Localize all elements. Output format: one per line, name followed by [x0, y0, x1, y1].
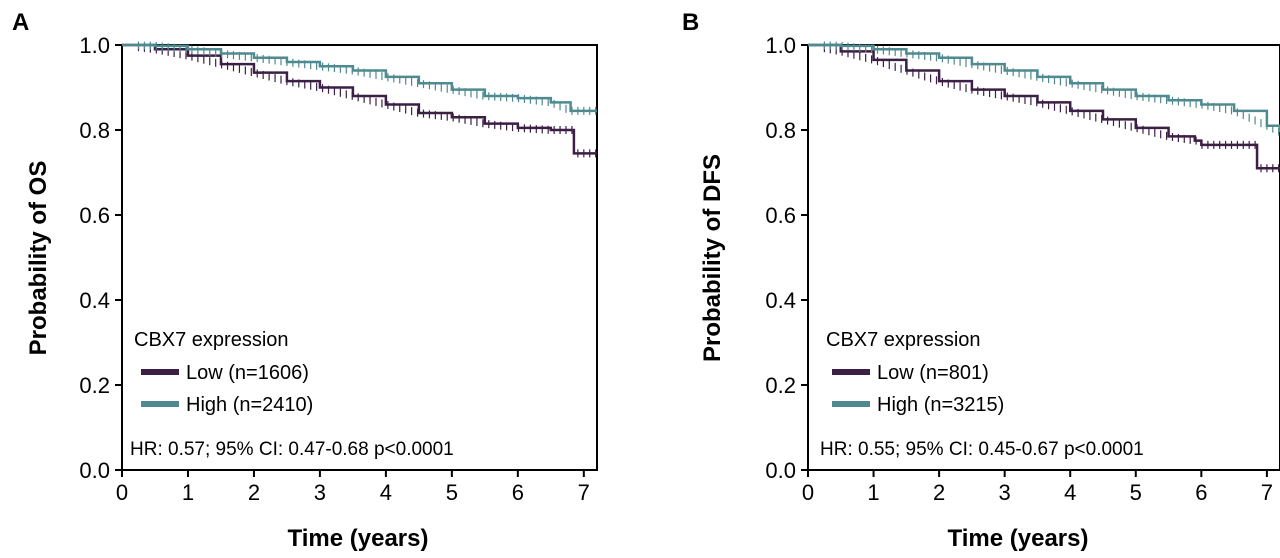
- legend-label-low: Low (n=801): [877, 362, 989, 384]
- x-tick-label: 5: [446, 480, 458, 505]
- legend-label-high: High (n=3215): [877, 394, 1004, 416]
- y-tick-label: 0.6: [765, 203, 796, 228]
- y-tick-label: 0.2: [765, 373, 796, 398]
- survival-curve-high: [808, 43, 1280, 133]
- legend: CBX7 expression Low (n=1606) High (n=241…: [134, 329, 313, 416]
- x-tick-label: 7: [1261, 480, 1273, 505]
- x-tick-label: 3: [999, 480, 1011, 505]
- x-tick-label: 1: [182, 480, 194, 505]
- censor-marks-high: [823, 41, 1280, 136]
- survival-curve-low: [808, 43, 1280, 170]
- chart-panel-a: A Probability of OS Time (years) CBX7 ex…: [12, 9, 598, 552]
- y-tick-label: 0.4: [79, 288, 110, 313]
- y-axis-title: Probability of DFS: [699, 154, 726, 362]
- y-axis-title: Probability of OS: [25, 161, 52, 356]
- x-tick-label: 6: [1195, 480, 1207, 505]
- plot-frame: [121, 44, 598, 471]
- x-tick-label: 0: [116, 480, 128, 505]
- y-tick-label: 0.8: [765, 118, 796, 143]
- panel-label: A: [12, 9, 29, 36]
- hr-annotation: HR: 0.55; 95% CI: 0.45-0.67 p<0.0001: [820, 439, 1144, 460]
- x-tick-label: 5: [1130, 480, 1142, 505]
- chart-panel-b: B Probability of DFS Time (years) CBX7 e…: [640, 0, 1280, 558]
- y-tick-label: 0.2: [79, 373, 110, 398]
- y-tick-label: 0.0: [765, 458, 796, 483]
- x-tick-label: 1: [867, 480, 879, 505]
- censor-marks-high: [137, 41, 597, 115]
- legend-label-low: Low (n=1606): [186, 362, 309, 384]
- legend-label-high: High (n=2410): [186, 394, 313, 416]
- x-axis-title: Time (years): [288, 525, 429, 552]
- legend-title: CBX7 expression: [826, 329, 981, 351]
- censor-marks-low: [137, 43, 597, 158]
- y-tick-label: 0.8: [79, 118, 110, 143]
- y-tick-label: 1.0: [765, 33, 796, 58]
- x-tick-label: 7: [578, 480, 590, 505]
- legend: CBX7 expression Low (n=801) High (n=3215…: [826, 329, 1004, 416]
- survival-curve-low: [122, 43, 597, 155]
- y-tick-label: 0.4: [765, 288, 796, 313]
- x-tick-label: 2: [248, 480, 260, 505]
- y-tick-label: 0.6: [79, 203, 110, 228]
- plot-frame: [807, 44, 1280, 471]
- panel-label: B: [682, 9, 699, 36]
- x-axis-title: Time (years): [948, 525, 1089, 552]
- hr-annotation: HR: 0.57; 95% CI: 0.47-0.68 p<0.0001: [130, 439, 454, 460]
- x-tick-label: 4: [380, 480, 392, 505]
- x-tick-label: 3: [314, 480, 326, 505]
- x-tick-label: 4: [1064, 480, 1076, 505]
- chart-b-svg: B Probability of DFS Time (years) CBX7 e…: [682, 9, 1280, 552]
- x-tick-label: 0: [802, 480, 814, 505]
- x-tick-label: 2: [933, 480, 945, 505]
- chart-a-svg: A Probability of OS Time (years) CBX7 ex…: [12, 9, 598, 552]
- x-tick-label: 6: [512, 480, 524, 505]
- censor-marks-low: [823, 44, 1280, 173]
- legend-title: CBX7 expression: [134, 329, 289, 351]
- y-tick-label: 0.0: [79, 458, 110, 483]
- y-tick-label: 1.0: [79, 33, 110, 58]
